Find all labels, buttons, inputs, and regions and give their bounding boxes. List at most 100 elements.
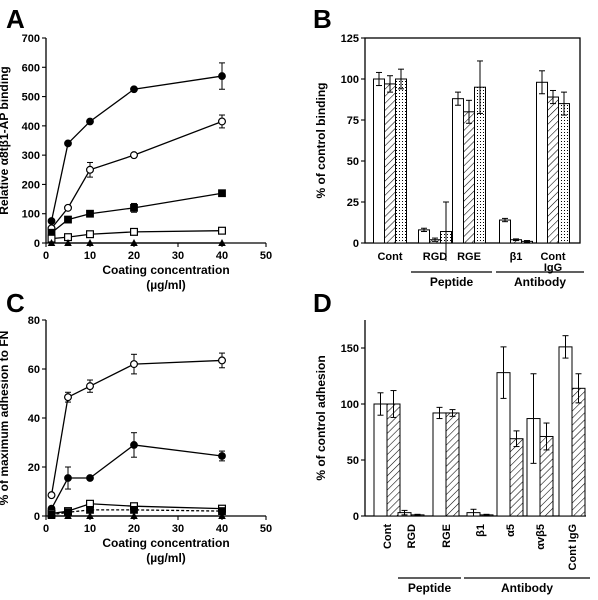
data-point bbox=[85, 382, 94, 391]
x-tick-label: 30 bbox=[172, 523, 184, 535]
data-point bbox=[218, 512, 226, 519]
data-point bbox=[130, 203, 138, 212]
group-label: Peptide bbox=[430, 275, 474, 289]
y-tick-label: 50 bbox=[347, 156, 359, 168]
y-tick-label: 0 bbox=[34, 511, 40, 523]
y-tick-label: 500 bbox=[22, 92, 40, 104]
y-axis-label: Relative α8tβ1-AP binding bbox=[0, 66, 11, 215]
y-tick-label: 25 bbox=[347, 197, 359, 209]
category-label: αvβ5 bbox=[535, 524, 547, 550]
category-label: RGE bbox=[457, 251, 481, 263]
panel-letter-a: A bbox=[6, 4, 25, 34]
series-line-2 bbox=[51, 192, 223, 234]
category-label: β1 bbox=[510, 251, 523, 263]
data-point bbox=[85, 230, 94, 239]
y-tick-label: 300 bbox=[22, 150, 40, 162]
data-point bbox=[130, 512, 138, 519]
bar bbox=[386, 403, 401, 517]
y-tick-label: 100 bbox=[22, 209, 40, 221]
panel-letter-d: D bbox=[313, 288, 332, 318]
category-label: RGE bbox=[441, 524, 453, 548]
bar bbox=[373, 403, 388, 517]
series-line-1 bbox=[50, 444, 223, 509]
data-point bbox=[218, 356, 227, 365]
x-tick-label: 40 bbox=[216, 523, 228, 535]
category-label: Cont bbox=[377, 251, 402, 263]
y-tick-label: 150 bbox=[341, 343, 359, 355]
bar bbox=[445, 412, 460, 517]
data-point bbox=[86, 239, 94, 246]
data-point bbox=[130, 85, 138, 94]
data-point bbox=[63, 203, 72, 212]
y-tick-label: 100 bbox=[341, 399, 359, 411]
data-point bbox=[130, 227, 139, 236]
data-point bbox=[218, 452, 226, 460]
y-tick-label: 125 bbox=[341, 33, 359, 45]
data-point bbox=[64, 474, 72, 482]
data-point bbox=[218, 226, 227, 235]
data-point bbox=[47, 512, 56, 519]
x-tick-label: 0 bbox=[43, 250, 49, 262]
y-tick-label: 700 bbox=[22, 33, 40, 45]
panel-c-line-chart: 0 20 40 60 80 0 10 20 30 40 50 Coating concentratio… bbox=[0, 315, 272, 565]
data-point bbox=[64, 512, 72, 519]
y-tick-label: 40 bbox=[28, 413, 40, 425]
panel-letter-c: C bbox=[6, 288, 25, 318]
data-point bbox=[218, 189, 226, 198]
data-point bbox=[86, 209, 94, 218]
x-tick-label: 10 bbox=[84, 250, 96, 262]
bar bbox=[547, 96, 559, 244]
y-tick-label: 600 bbox=[22, 62, 40, 74]
y-tick-label: 200 bbox=[22, 179, 40, 191]
data-point bbox=[47, 217, 56, 225]
y-axis-label: % of control binding bbox=[314, 83, 328, 199]
x-tick-label: 40 bbox=[216, 250, 228, 262]
data-point bbox=[130, 239, 138, 246]
series-line-0 bbox=[50, 75, 223, 222]
data-point bbox=[86, 512, 94, 519]
panel-letter-b: B bbox=[313, 4, 332, 34]
y-tick-label: 20 bbox=[28, 462, 40, 474]
bar bbox=[509, 438, 524, 517]
y-tick-label: 0 bbox=[353, 238, 359, 250]
x-axis-label-units: (µg/ml) bbox=[146, 278, 186, 292]
y-axis-label: % of maximum adhesion to FN bbox=[0, 331, 11, 506]
bar bbox=[463, 111, 475, 244]
data-point bbox=[218, 117, 227, 126]
data-point bbox=[85, 165, 94, 174]
group-label: Peptide bbox=[408, 581, 452, 595]
x-axis-label: Coating concentration bbox=[102, 263, 229, 277]
bar bbox=[558, 103, 570, 244]
y-tick-label: 100 bbox=[341, 74, 359, 86]
x-tick-label: 50 bbox=[260, 250, 272, 262]
data-point bbox=[86, 474, 94, 482]
data-point bbox=[64, 139, 72, 148]
group-label: Antibody bbox=[501, 581, 553, 595]
category-label: RGD bbox=[406, 524, 418, 549]
data-point bbox=[64, 239, 72, 246]
panel-a-line-chart: 0 100 200 300 400 500 600 700 0 10 20 30 40 50 Coating… bbox=[0, 33, 272, 292]
x-tick-label: 0 bbox=[43, 523, 49, 535]
y-tick-label: 400 bbox=[22, 121, 40, 133]
data-point bbox=[130, 441, 138, 449]
y-axis-label: % of control adhesion bbox=[314, 355, 328, 480]
data-point bbox=[130, 151, 139, 160]
data-point bbox=[218, 239, 226, 246]
x-tick-label: 50 bbox=[260, 523, 272, 535]
category-label: Cont bbox=[382, 524, 394, 549]
group-label: Antibody bbox=[514, 275, 566, 289]
x-axis-label-units: (µg/ml) bbox=[146, 551, 186, 565]
panel-d-bar-chart: 0 50 100 150 % of control adhesion Cont RGD RGE… bbox=[314, 320, 590, 595]
x-tick-label: 20 bbox=[128, 250, 140, 262]
bar bbox=[395, 78, 407, 244]
y-tick-label: 60 bbox=[28, 364, 40, 376]
x-tick-label: 10 bbox=[84, 523, 96, 535]
data-point bbox=[218, 72, 226, 80]
bar bbox=[452, 98, 464, 244]
category-label: α5 bbox=[505, 524, 517, 537]
bar bbox=[536, 81, 548, 244]
data-point bbox=[47, 239, 56, 246]
data-point bbox=[63, 393, 72, 402]
y-tick-label: 75 bbox=[347, 115, 359, 127]
